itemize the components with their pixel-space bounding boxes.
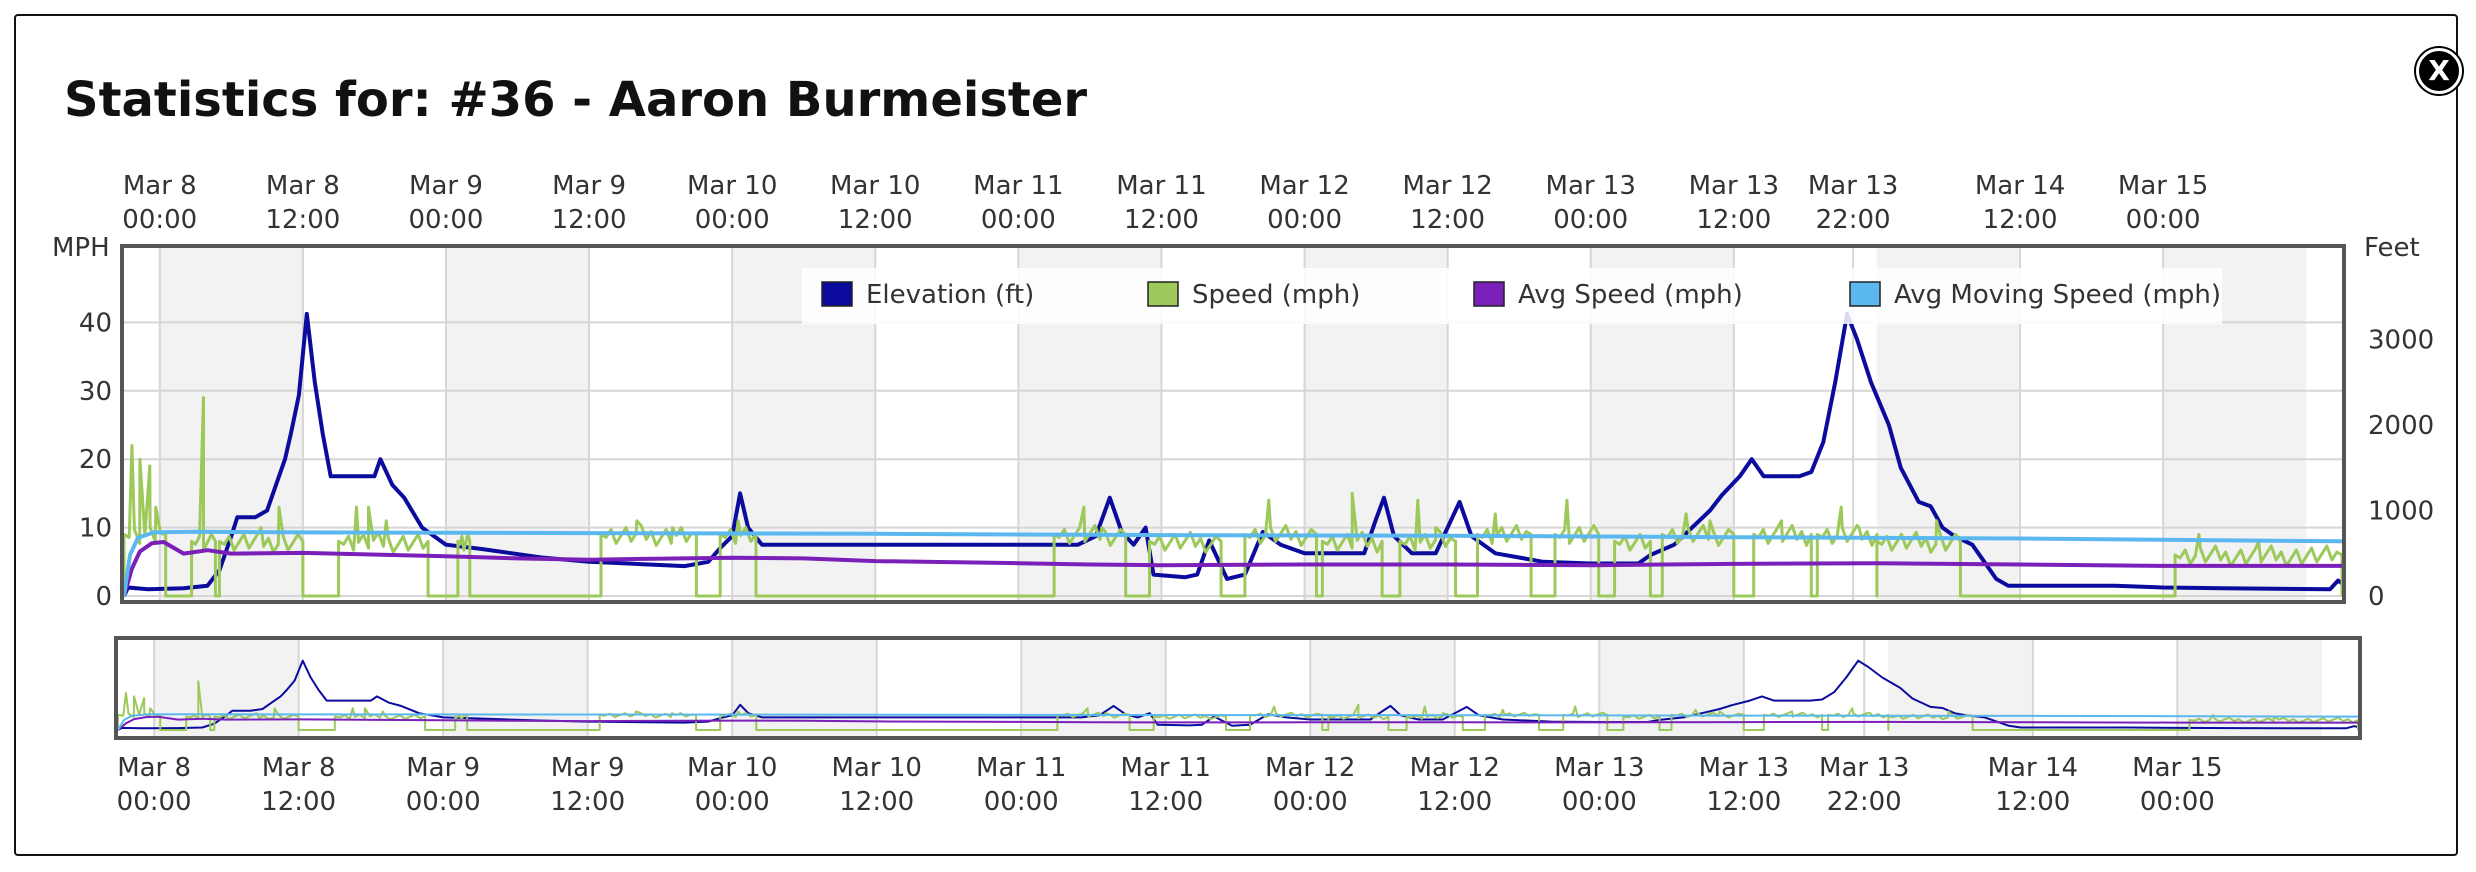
navigator-shaded-band — [1888, 640, 2033, 736]
x-tick-label-top-date: Mar 13 — [1546, 171, 1636, 201]
x-tick-label-bottom-date: Mar 13 — [1554, 753, 1644, 783]
avg-speed-series-line — [117, 715, 2358, 731]
close-button[interactable]: X — [2416, 48, 2462, 94]
x-tick-label-bottom-time: 00:00 — [984, 787, 1059, 817]
x-tick-label-bottom-date: Mar 13 — [1699, 753, 1789, 783]
x-tick-label-bottom-date: Mar 8 — [262, 753, 336, 783]
legend-swatch — [821, 281, 853, 307]
x-tick-label-bottom-date: Mar 12 — [1410, 753, 1500, 783]
legend-background — [802, 268, 2222, 324]
x-tick-label-top-date: Mar 13 — [1689, 171, 1779, 201]
x-tick-label-bottom-date: Mar 10 — [687, 753, 777, 783]
legend-item-label[interactable]: Avg Speed (mph) — [1518, 280, 1743, 310]
x-tick-label-bottom-date: Mar 11 — [1121, 753, 1211, 783]
navigator-shaded-band — [1021, 640, 1166, 736]
legend-swatch — [1473, 281, 1505, 307]
x-tick-label-top-time: 00:00 — [695, 205, 770, 235]
x-tick-label-top-time: 00:00 — [1553, 205, 1628, 235]
x-tick-label-bottom-time: 12:00 — [261, 787, 336, 817]
x-tick-label-bottom-date: Mar 9 — [406, 753, 480, 783]
y-right-tick-label: 0 — [2368, 582, 2385, 612]
legend-swatch — [1147, 281, 1179, 307]
x-tick-label-top-date: Mar 8 — [123, 171, 197, 201]
x-tick-label-bottom-date: Mar 11 — [976, 753, 1066, 783]
x-tick-label-top-time: 12:00 — [265, 205, 340, 235]
x-tick-label-top-time: 00:00 — [981, 205, 1056, 235]
y-right-tick-label: 2000 — [2368, 411, 2434, 441]
x-tick-label-bottom-time: 12:00 — [1995, 787, 2070, 817]
x-tick-label-bottom-date: Mar 9 — [551, 753, 625, 783]
x-tick-label-bottom-date: Mar 8 — [117, 753, 191, 783]
x-tick-label-top-date: Mar 9 — [552, 171, 626, 201]
x-tick-label-top-date: Mar 10 — [687, 171, 777, 201]
x-tick-label-top-time: 12:00 — [1410, 205, 1485, 235]
x-tick-label-bottom-date: Mar 14 — [1988, 753, 2078, 783]
x-tick-label-bottom-time: 12:00 — [550, 787, 625, 817]
x-tick-label-top-time: 12:00 — [1983, 205, 2058, 235]
y-left-tick-label: 20 — [79, 445, 112, 475]
y-right-tick-label: 3000 — [2368, 326, 2434, 356]
y-left-tick-label: 30 — [79, 377, 112, 407]
x-tick-label-top-date: Mar 11 — [1116, 171, 1206, 201]
x-tick-label-bottom-date: Mar 13 — [1819, 753, 1909, 783]
y-left-tick-label: 10 — [79, 514, 112, 544]
x-tick-label-top-date: Mar 8 — [266, 171, 340, 201]
x-tick-label-top-date: Mar 12 — [1402, 171, 1492, 201]
y-left-axis-label: MPH — [52, 233, 110, 263]
x-tick-label-bottom-date: Mar 12 — [1265, 753, 1355, 783]
navigator-shaded-band — [154, 640, 299, 736]
x-tick-label-bottom-time: 12:00 — [1128, 787, 1203, 817]
y-left-tick-label: 40 — [79, 308, 112, 338]
y-right-axis-label: Feet — [2364, 233, 2420, 263]
x-tick-label-top-date: Mar 11 — [973, 171, 1063, 201]
y-left-tick-label: 0 — [95, 582, 112, 612]
x-tick-label-bottom-time: 00:00 — [1562, 787, 1637, 817]
x-tick-label-bottom-time: 12:00 — [839, 787, 914, 817]
legend-item-label[interactable]: Avg Moving Speed (mph) — [1894, 280, 2221, 310]
x-tick-label-top-date: Mar 9 — [409, 171, 483, 201]
x-tick-label-top-time: 00:00 — [1267, 205, 1342, 235]
x-tick-label-top-date: Mar 10 — [830, 171, 920, 201]
x-tick-label-bottom-time: 00:00 — [695, 787, 770, 817]
legend-swatch — [1849, 281, 1881, 307]
x-tick-label-bottom-time: 00:00 — [1273, 787, 1348, 817]
x-tick-label-top-time: 12:00 — [1124, 205, 1199, 235]
x-tick-label-top-date: Mar 13 — [1808, 171, 1898, 201]
main-plot-frame — [120, 244, 2346, 604]
x-tick-label-bottom-date: Mar 10 — [832, 753, 922, 783]
legend-item-label[interactable]: Elevation (ft) — [866, 280, 1034, 310]
x-tick-label-bottom-date: Mar 15 — [2132, 753, 2222, 783]
avg-moving-speed-series-line — [117, 713, 2359, 731]
x-tick-label-bottom-time: 00:00 — [406, 787, 481, 817]
x-tick-label-bottom-time: 00:00 — [2140, 787, 2215, 817]
avg-speed-series-line — [122, 540, 2342, 597]
x-tick-label-top-time: 12:00 — [838, 205, 913, 235]
x-tick-label-bottom-time: 00:00 — [117, 787, 192, 817]
x-tick-label-top-time: 00:00 — [408, 205, 483, 235]
x-tick-label-top-time: 00:00 — [122, 205, 197, 235]
x-tick-label-top-time: 12:00 — [552, 205, 627, 235]
page-title: Statistics for: #36 - Aaron Burmeister — [64, 72, 1088, 128]
x-tick-label-bottom-time: 12:00 — [1706, 787, 1781, 817]
x-tick-label-bottom-time: 12:00 — [1417, 787, 1492, 817]
y-right-tick-label: 1000 — [2368, 497, 2434, 527]
x-tick-label-top-time: 22:00 — [1816, 205, 1891, 235]
main-shaded-band — [159, 248, 303, 602]
avg-moving-speed-series-line — [122, 529, 2343, 597]
x-tick-label-top-date: Mar 15 — [2118, 171, 2208, 201]
x-tick-label-bottom-time: 22:00 — [1827, 787, 1902, 817]
legend-item-label[interactable]: Speed (mph) — [1192, 280, 1360, 310]
x-tick-label-top-time: 00:00 — [2126, 205, 2201, 235]
navigator-frame — [114, 636, 2362, 740]
x-tick-label-top-date: Mar 14 — [1975, 171, 2065, 201]
x-tick-label-top-date: Mar 12 — [1259, 171, 1349, 201]
x-tick-label-top-time: 12:00 — [1696, 205, 1771, 235]
